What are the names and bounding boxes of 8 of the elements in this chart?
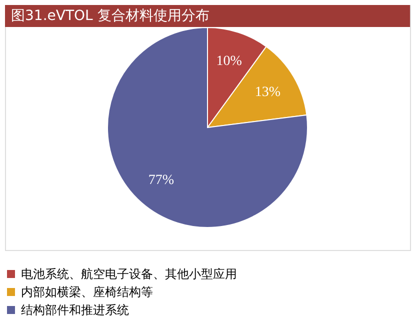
legend-label: 结构部件和推进系统 <box>21 303 129 317</box>
data-label: 10% <box>216 54 242 69</box>
data-label: 13% <box>254 84 281 100</box>
legend-label: 内部如横梁、座椅结构等 <box>21 285 153 299</box>
legend-label: 电池系统、航空电子设备、其他小型应用 <box>21 267 237 281</box>
pie-slice <box>107 27 308 228</box>
data-label: 77% <box>148 173 174 188</box>
chart-title: 图31.eVTOL 复合材料使用分布 <box>11 8 210 24</box>
